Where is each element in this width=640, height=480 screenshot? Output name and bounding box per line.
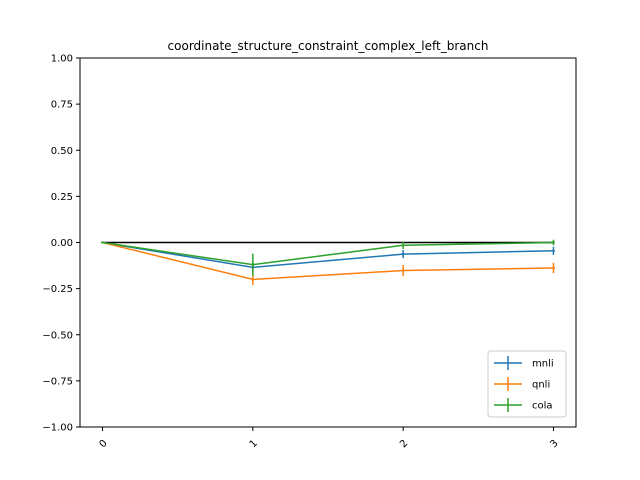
chart-title: coordinate_structure_constraint_complex_…	[168, 39, 489, 53]
series-line-cola	[102, 241, 554, 266]
y-tick-label: 0.00	[51, 238, 73, 249]
y-tick-label: 0.50	[51, 146, 73, 157]
plot-area: 1.00 0.75 0.50 0.25 0.00 −0.25 −0.50 −0.75 −1.00…	[42, 54, 560, 451]
legend-label-mnli: mnli	[532, 359, 554, 370]
series-line-mnli	[102, 241, 554, 269]
y-tick-label: 0.25	[51, 192, 73, 203]
legend-label-qnli: qnli	[532, 380, 550, 391]
series-line-qnli	[102, 241, 554, 281]
y-tick-label: 1.00	[51, 54, 73, 65]
y-tick-label: −0.50	[42, 330, 73, 341]
y-tick-label: 0.75	[51, 100, 73, 111]
y-tick-label: −0.75	[42, 376, 73, 387]
y-tick-label: −0.25	[42, 284, 73, 295]
axes-frame	[79, 57, 577, 428]
y-tick-label: −1.00	[42, 423, 73, 434]
legend-label-cola: cola	[532, 401, 553, 412]
legend: mnli qnli cola	[487, 350, 567, 418]
